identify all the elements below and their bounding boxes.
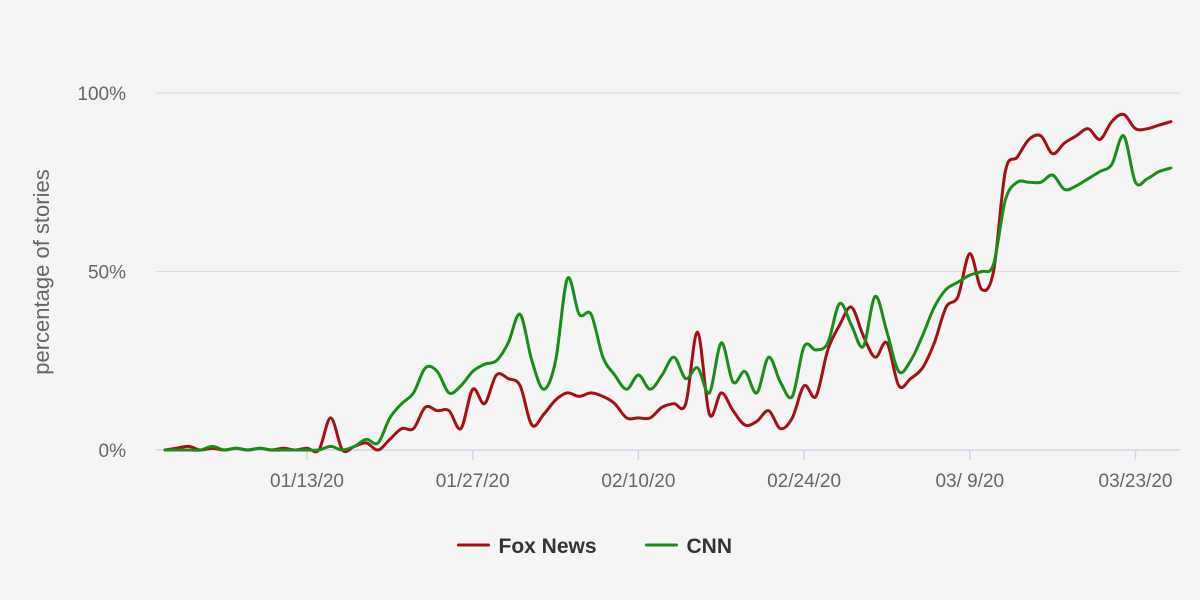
x-tick-label: 02/24/20 [767,471,841,492]
legend[interactable]: Fox News CNN [457,535,733,558]
grid-lines [156,92,1180,273]
series-line-fox-news [163,112,1173,454]
y-axis: 0% 50% 100% [77,84,126,462]
series-line-cnn [163,134,1173,452]
y-tick-label: 100% [77,84,126,105]
legend-label: CNN [687,535,733,558]
y-tick-label: 0% [99,441,127,462]
y-tick-label: 50% [88,263,126,284]
x-tick-label: 01/13/20 [270,471,344,492]
x-tick-label: 01/27/20 [436,471,510,492]
x-tick-label: 03/23/20 [1099,471,1173,492]
legend-item-fox-news[interactable]: Fox News [457,535,597,558]
series-lines [163,112,1173,454]
legend-item-cnn[interactable]: CNN [645,535,733,558]
x-axis: 01/13/20 01/27/20 02/10/20 02/24/20 03/ 9/20… [156,449,1180,492]
x-tick-label: 03/ 9/20 [935,471,1004,492]
y-axis-title: percentage of stories [29,169,54,374]
legend-label: Fox News [499,535,597,558]
x-tick-label: 02/10/20 [601,471,675,492]
